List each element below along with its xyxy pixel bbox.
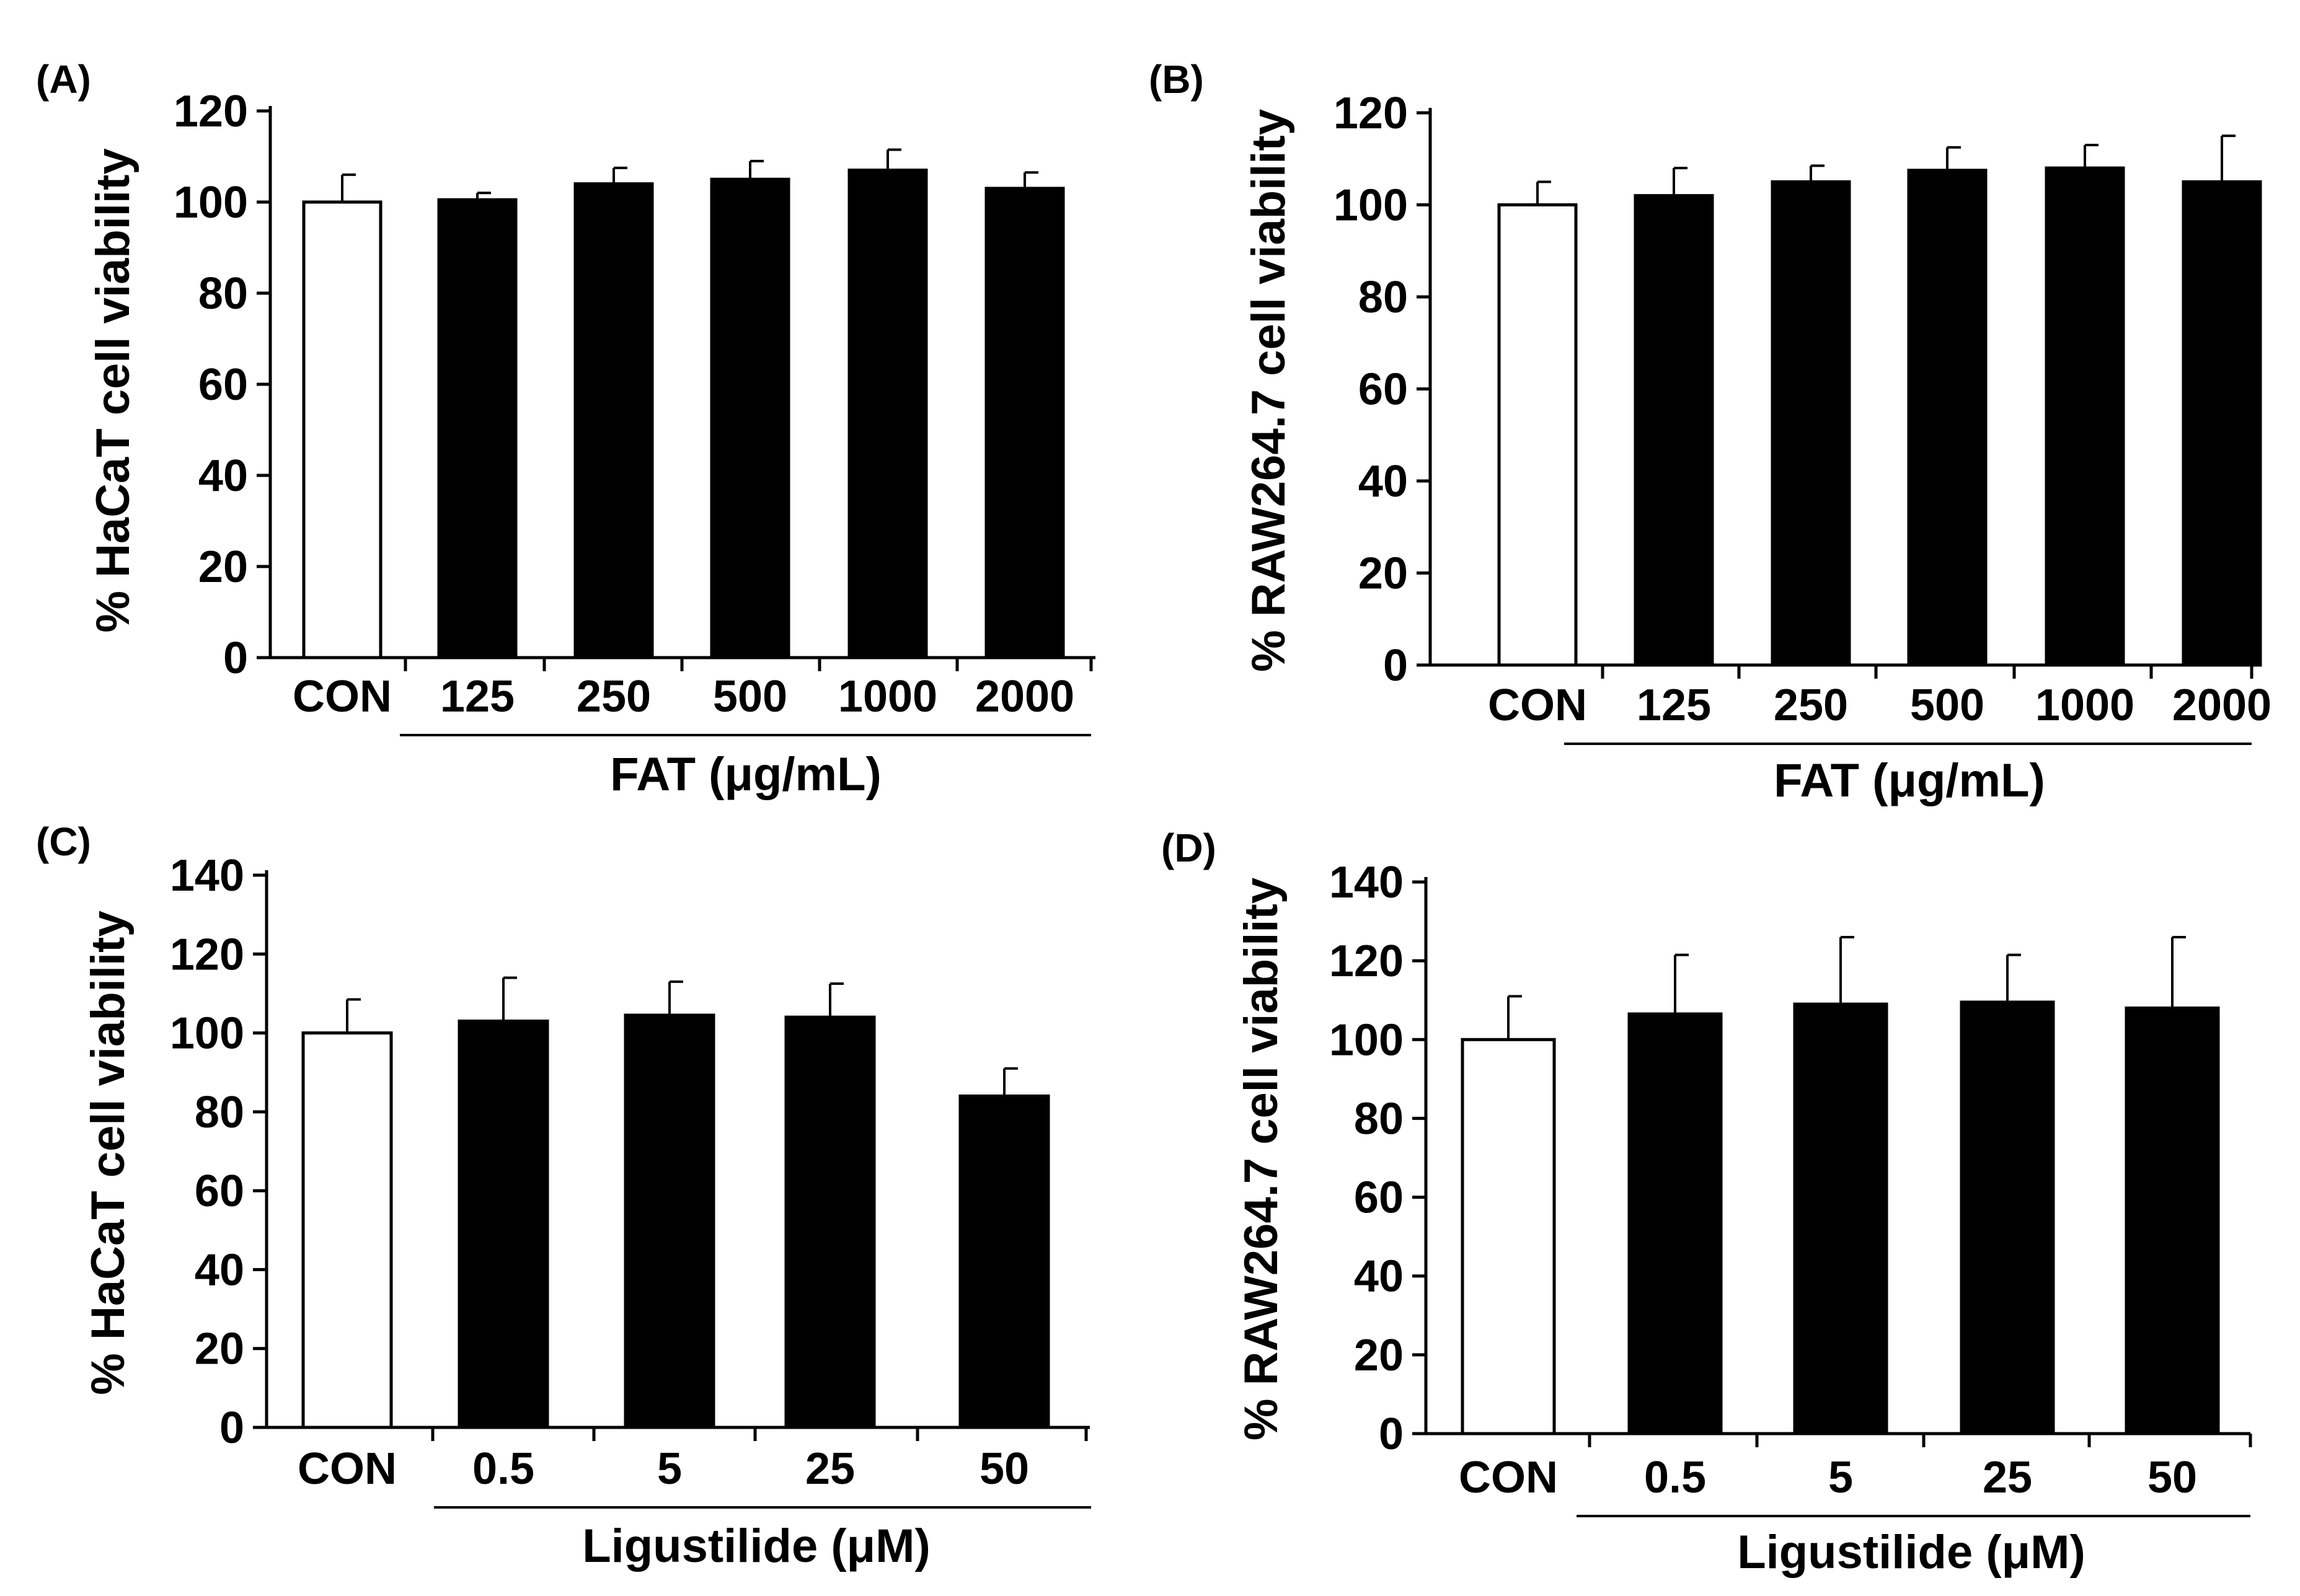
x-tick-label: 250 (577, 672, 651, 721)
bar (984, 187, 1065, 659)
y-tick-label: 40 (198, 451, 248, 501)
y-tick-label: 80 (198, 269, 248, 319)
bar (1497, 203, 1578, 667)
y-tick-label: 100 (170, 1009, 244, 1059)
group-label: FAT (μg/mL) (1774, 754, 2045, 807)
y-axis-label: % RAW264.7 cell viability (1242, 109, 1295, 672)
bar (1634, 194, 1714, 667)
y-tick-label: 0 (1383, 641, 1408, 690)
y-tick-label: 120 (174, 87, 248, 136)
y-axis-label: % HaCaT cell viability (87, 148, 139, 632)
y-tick-label: 20 (195, 1325, 244, 1374)
panel-label: (A) (36, 57, 91, 102)
bar (458, 1019, 549, 1429)
x-tick-label: CON (1459, 1453, 1558, 1502)
x-tick-label: 1000 (2035, 681, 2134, 730)
x-tick-label: 0.5 (1644, 1453, 1706, 1502)
y-tick-label: 40 (1358, 457, 1408, 506)
x-tick-label: 5 (1828, 1453, 1853, 1502)
x-tick-label: CON (293, 672, 392, 721)
y-tick-label: 100 (174, 178, 248, 227)
panel-b: (B) % RAW264.7 cell viability 0 20 40 60 80 100… (1149, 57, 2271, 807)
y-tick-label: 100 (1334, 181, 1408, 231)
y-tick-label: 0 (1379, 1409, 1404, 1459)
y-tick-label: 60 (198, 360, 248, 410)
x-tick-label: 1000 (838, 672, 937, 721)
x-tick-label: 25 (1983, 1453, 2032, 1502)
x-tick-label: CON (298, 1444, 397, 1494)
bar (1627, 1012, 1723, 1435)
x-tick-label: 125 (440, 672, 515, 721)
bar (1771, 180, 1851, 667)
panel-label: (B) (1149, 57, 1204, 102)
bar (847, 169, 928, 659)
y-tick-label: 0 (223, 633, 248, 683)
y-tick-label: 80 (1358, 273, 1408, 322)
y-tick-label: 20 (1358, 549, 1408, 599)
x-tick-label: 500 (713, 672, 787, 721)
y-tick-label: 140 (170, 851, 244, 901)
y-tick-label: 20 (198, 542, 248, 592)
bar (301, 1031, 393, 1429)
bar (302, 200, 383, 659)
bar (2182, 180, 2262, 667)
x-tick-label: 0.5 (472, 1444, 534, 1494)
y-tick-label: 60 (1354, 1173, 1404, 1223)
bar (1461, 1038, 1556, 1435)
x-tick-label: 25 (805, 1444, 855, 1494)
y-tick-label: 140 (1329, 858, 1404, 907)
y-tick-label: 120 (170, 930, 244, 979)
panel-label: (C) (36, 819, 91, 864)
y-tick-label: 80 (1354, 1094, 1404, 1144)
x-tick-label: 125 (1637, 681, 1711, 730)
panel-c: (C) % HaCaT cell viability 0 20 40 60 80 100 120… (36, 819, 1091, 1572)
y-tick-label: 40 (195, 1245, 244, 1295)
bar (624, 1013, 715, 1429)
y-tick-label: 100 (1329, 1015, 1404, 1065)
y-tick-label: 60 (195, 1166, 244, 1216)
x-tick-label: CON (1488, 681, 1587, 730)
bar (573, 182, 654, 659)
bar (1793, 1002, 1888, 1435)
x-tick-label: 5 (657, 1444, 682, 1494)
y-tick-label: 60 (1358, 365, 1408, 415)
x-tick-label: 2000 (2172, 681, 2271, 730)
x-tick-label: 2000 (975, 672, 1074, 721)
x-tick-label: 500 (1910, 681, 1984, 730)
y-tick-label: 120 (1334, 89, 1408, 138)
bar (1907, 169, 1988, 667)
y-tick-label: 120 (1329, 937, 1404, 986)
y-axis-label: % HaCaT cell viability (82, 910, 135, 1395)
bar (784, 1015, 876, 1429)
y-tick-label: 20 (1354, 1331, 1404, 1380)
group-label: Ligustilide (μM) (582, 1520, 931, 1572)
bar (710, 177, 790, 659)
y-axis-label: % RAW264.7 cell viability (1235, 878, 1288, 1440)
y-tick-label: 80 (195, 1088, 244, 1137)
bar (2045, 166, 2125, 667)
y-tick-label: 0 (219, 1403, 244, 1453)
bar (1960, 1000, 2055, 1435)
bar (437, 198, 518, 659)
bar (2125, 1006, 2220, 1435)
panel-a: (A) % HaCaT cell viability 0 20 40 60 80 100 120… (36, 57, 1095, 801)
group-label: Ligustilide (μM) (1737, 1526, 2085, 1579)
panel-label: (D) (1161, 826, 1216, 870)
bar (958, 1094, 1050, 1429)
x-tick-label: 50 (980, 1444, 1029, 1494)
x-tick-label: 250 (1774, 681, 1848, 730)
x-tick-label: 50 (2147, 1453, 2197, 1502)
panel-d: (D) % RAW264.7 cell viability 0 20 40 60 80 100… (1161, 826, 2252, 1579)
y-tick-label: 40 (1354, 1252, 1404, 1302)
group-label: FAT (μg/mL) (610, 748, 882, 801)
